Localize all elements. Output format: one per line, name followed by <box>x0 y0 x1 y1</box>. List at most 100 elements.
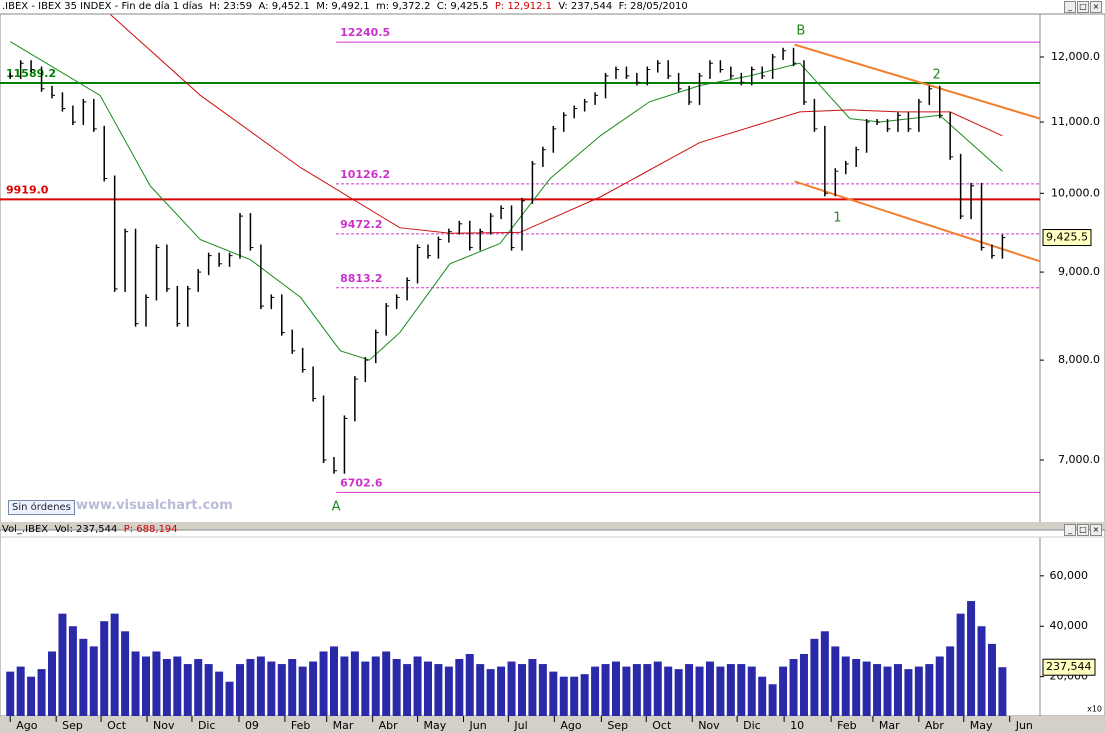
volume-bar <box>413 656 422 716</box>
wave-label: 1 <box>833 211 841 226</box>
x-tick-label: Oct <box>107 719 127 732</box>
volume-bar <box>893 664 902 716</box>
volume-bar <box>831 646 840 716</box>
volume-bar <box>549 671 558 716</box>
volume-bar <box>319 651 328 716</box>
volume-bar <box>162 659 171 716</box>
scale-label: x10 <box>1087 705 1102 714</box>
volume-bar <box>611 661 620 716</box>
price-panel <box>0 13 1105 524</box>
volume-bar <box>246 659 255 716</box>
volume-bar <box>841 656 850 716</box>
volume-bar <box>444 666 453 716</box>
wave-label: A <box>332 500 341 515</box>
volume-bar <box>632 664 641 716</box>
volume-bar <box>58 613 67 716</box>
x-tick-label: Dic <box>743 719 761 732</box>
volume-bar <box>935 656 944 716</box>
volume-bar <box>288 659 297 716</box>
prev: P: 12,912.1 <box>494 1 552 12</box>
volume-bar <box>476 664 485 716</box>
last-volume-box <box>1042 658 1096 676</box>
volume-bar <box>423 661 432 716</box>
open: A: 9,452.1 <box>258 1 310 12</box>
trendline <box>794 43 1041 120</box>
level-label: 12240.5 <box>340 26 390 39</box>
volume-bar <box>987 643 996 716</box>
x-tick-label: Ago <box>16 719 38 732</box>
volume-bar <box>925 664 934 716</box>
volume-bar <box>664 666 673 716</box>
volume-bar <box>121 631 130 716</box>
minimize[interactable]: _ <box>1064 1 1076 13</box>
volume-bar <box>455 659 464 716</box>
volume-bar <box>79 638 88 716</box>
x-tick-label: Ago <box>560 719 582 732</box>
volume-bar <box>183 664 192 716</box>
splitter <box>0 522 1105 530</box>
x-tick-label: 09 <box>245 719 259 732</box>
volume-bar <box>194 659 203 716</box>
volume-bar <box>204 664 213 716</box>
time: H: 23:59 <box>209 1 253 12</box>
y-tick-label: 12,000.0 <box>1051 50 1100 63</box>
window-buttons[interactable]: _ □ × <box>1064 1 1102 13</box>
volume-bar <box>497 666 506 716</box>
volume-bar <box>758 676 767 716</box>
volume-bar <box>110 613 119 716</box>
x-tick-label: Mar <box>879 719 900 732</box>
level-label: 10126.2 <box>340 168 390 181</box>
volume-bar <box>89 646 98 716</box>
volume-bar <box>768 684 777 716</box>
x-tick-label: Nov <box>153 719 175 732</box>
volume-bar <box>465 653 474 716</box>
volume-window-buttons[interactable]: _ □ × <box>1064 524 1102 536</box>
volume-bar <box>152 651 161 716</box>
volume-bar <box>789 659 798 716</box>
volume-bar <box>173 656 182 716</box>
orders-button[interactable]: Sin órdenes <box>8 500 75 515</box>
x-tick-label: Jun <box>468 719 486 732</box>
volume-bar <box>277 664 286 716</box>
volume-bar <box>737 664 746 716</box>
x-tick-label: Sep <box>607 719 628 732</box>
time-axis <box>0 716 1105 733</box>
wave-label: 2 <box>932 68 940 83</box>
x-tick-label: Jun <box>1015 719 1033 732</box>
volume-bar <box>779 666 788 716</box>
minimize[interactable]: _ <box>1064 524 1076 536</box>
volume-bar <box>215 671 224 716</box>
volume-bar <box>16 666 25 716</box>
volume-bar <box>6 671 15 716</box>
price-header: .IBEX - IBEX 35 INDEX - Fin de día 1 día… <box>2 1 688 12</box>
volume-bar <box>946 646 955 716</box>
y-tick-label: 10,000.0 <box>1051 186 1100 199</box>
x-tick-label: Dic <box>198 719 216 732</box>
volume-bar <box>695 666 704 716</box>
volume-bar <box>507 661 516 716</box>
volume-bar <box>862 661 871 716</box>
volume-bar <box>329 646 338 716</box>
watermark: www.visualchart.com <box>76 498 233 513</box>
volume-value: Vol: 237,544 <box>54 524 118 535</box>
volume-header: Vol_.IBEX Vol: 237,544 P: 688,194 <box>2 524 178 535</box>
y-tick-label: 9,000.0 <box>1058 265 1100 278</box>
volume-bar <box>674 669 683 716</box>
close-button[interactable]: × <box>1090 1 1102 13</box>
volume-bar <box>873 664 882 716</box>
volume-bar <box>371 656 380 716</box>
volume-bar <box>37 669 46 716</box>
volume-bar <box>538 664 547 716</box>
volume-bar <box>486 669 495 716</box>
last-value-box <box>1042 229 1092 247</box>
maximize[interactable]: □ <box>1077 1 1089 13</box>
volume-bar <box>914 666 923 716</box>
volume-bar <box>27 676 36 716</box>
close-button[interactable]: × <box>1090 524 1102 536</box>
maximize[interactable]: □ <box>1077 524 1089 536</box>
volume-bar <box>100 621 109 716</box>
volume-bar <box>685 664 694 716</box>
volume-bar <box>559 676 568 716</box>
moving-average <box>110 14 1003 234</box>
high: M: 9,492.1 <box>316 1 370 12</box>
